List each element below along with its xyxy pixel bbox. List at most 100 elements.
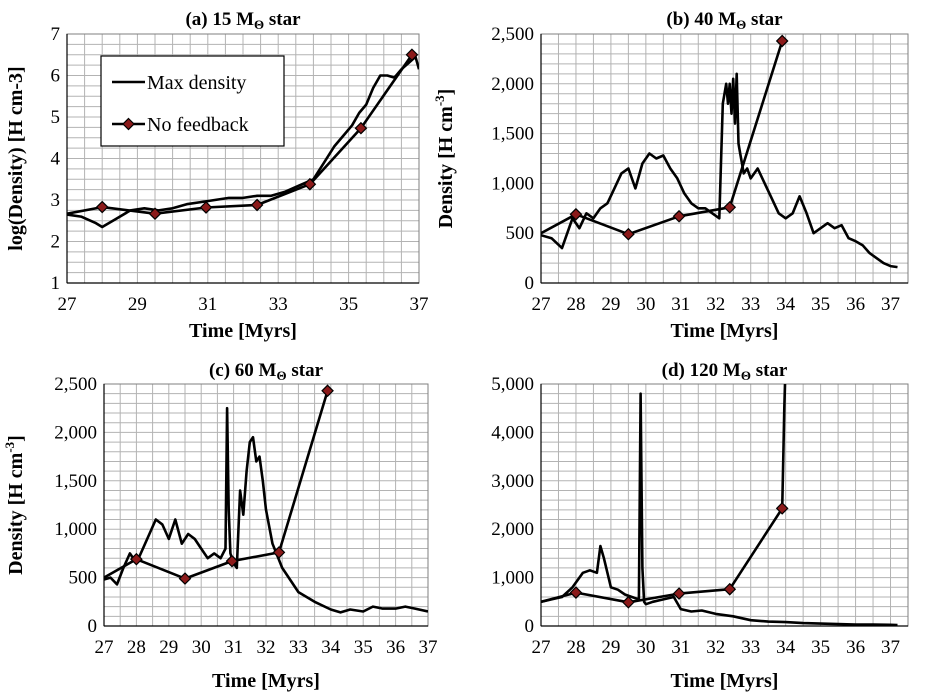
y-tick-label: 7: [51, 24, 61, 45]
y-tick-label: 1,000: [54, 519, 97, 540]
y-tick-label: 1,000: [491, 568, 534, 589]
y-label-text: ]: [5, 435, 27, 442]
legend: Max density No feedback: [100, 55, 285, 147]
chart-title: (a) 15 MΘ star: [185, 9, 301, 32]
x-tick-label: 29: [159, 637, 178, 658]
y-tick-label: 500: [69, 568, 98, 589]
x-axis-label: Time [Myrs]: [671, 670, 779, 692]
no-feedback-marker: [622, 227, 635, 241]
y-tick-label: 0: [88, 616, 98, 637]
x-tick-label: 33: [741, 294, 760, 315]
x-tick-label: 27: [532, 294, 551, 315]
x-tick-label: 30: [636, 294, 655, 315]
legend-label-no-feedback: No feedback: [147, 114, 249, 136]
x-tick-label: 33: [269, 294, 288, 315]
title-text: (d) 120 M: [662, 360, 741, 381]
y-axis-label: Density [H cm-3]: [2, 435, 27, 575]
title-subscript: Θ: [741, 368, 751, 383]
y-tick-label: 0: [525, 616, 535, 637]
x-tick-label: 31: [198, 294, 217, 315]
plot-series: [541, 383, 898, 627]
no-feedback-marker: [95, 200, 109, 214]
gridlines: [540, 33, 909, 284]
y-tick-label: 3,000: [491, 471, 534, 492]
no-feedback-marker: [250, 198, 264, 212]
title-text: star: [746, 9, 783, 30]
y-tick-label: 1,500: [54, 471, 97, 492]
no-feedback-marker: [148, 207, 162, 221]
no-feedback-marker: [569, 207, 583, 221]
title-subscript: Θ: [254, 17, 264, 32]
y-tick-label: 1: [51, 273, 61, 294]
y-tick-label: 0: [525, 273, 535, 294]
no-feedback-marker: [303, 177, 317, 191]
title-text: (c) 60 M: [209, 360, 277, 381]
chart-panel-a: 27 29 31 33 35 37 1 2 3 4 5 6 7 (a) 15 MΘ star Time [M…: [5, 9, 429, 342]
x-tick-label: 34: [321, 637, 341, 658]
no-feedback-marker: [775, 502, 789, 515]
title-subscript: Θ: [277, 368, 287, 383]
x-tick-label: 34: [776, 637, 796, 658]
x-tick-label: 30: [192, 637, 211, 658]
chart-panel-d: 27 28 29 30 31 32 33 34 35 36 37 0 1,000 2,000 3,000 4,…: [491, 360, 909, 692]
series-line-max-density: [541, 392, 898, 627]
no-feedback-marker: [321, 384, 334, 398]
no-feedback-marker: [723, 582, 737, 596]
y-tick-label: 3: [51, 190, 61, 211]
x-tick-label: 29: [601, 637, 620, 658]
y-axis-label: log(Density) [H cm-3]: [5, 66, 27, 250]
no-feedback-marker: [775, 34, 789, 48]
chart-panel-b: 27 28 29 30 31 32 33 34 35 36 37 0 500 1,000 1,500 2,00…: [432, 9, 909, 342]
no-feedback-marker: [199, 201, 213, 214]
chart-title: (b) 40 MΘ star: [666, 9, 783, 32]
x-tick-label: 28: [566, 294, 585, 315]
x-tick-label: 30: [636, 637, 655, 658]
x-tick-label: 35: [354, 637, 373, 658]
y-tick-label: 500: [506, 223, 535, 244]
x-tick-label: 37: [881, 294, 900, 315]
x-axis-label: Time [Myrs]: [212, 670, 320, 692]
x-axis-label: Time [Myrs]: [189, 320, 297, 342]
title-text: (a) 15 M: [185, 9, 254, 30]
y-label-superscript: -3: [432, 95, 447, 106]
series-line-no-feedback: [541, 383, 787, 604]
y-tick-label: 1,500: [491, 124, 534, 145]
y-label-text: ]: [435, 89, 457, 96]
x-tick-label: 31: [671, 294, 690, 315]
y-tick-label: 6: [51, 66, 61, 87]
x-tick-label: 35: [811, 294, 830, 315]
x-tick-label: 35: [339, 294, 358, 315]
x-tick-label: 31: [224, 637, 243, 658]
x-axis-label: Time [Myrs]: [671, 320, 779, 342]
series-line-max-density: [104, 406, 428, 614]
no-feedback-marker: [354, 121, 368, 135]
y-tick-label: 2,500: [54, 374, 97, 395]
no-feedback-marker: [272, 546, 286, 559]
y-axis-label: Density [H cm-3]: [432, 89, 457, 229]
y-tick-label: 2: [51, 232, 61, 253]
x-tick-label: 27: [95, 637, 114, 658]
x-tick-label: 37: [881, 637, 900, 658]
x-tick-label: 37: [419, 637, 438, 658]
x-tick-label: 33: [741, 637, 760, 658]
legend-marker-no-feedback: [122, 117, 135, 131]
series-line-no-feedback: [541, 40, 784, 236]
x-tick-label: 32: [257, 637, 276, 658]
plot-series: [67, 54, 419, 229]
legend-box: [100, 55, 285, 147]
x-tick-label: 27: [532, 637, 551, 658]
no-feedback-marker: [622, 595, 635, 609]
plot-area-border: [540, 33, 909, 284]
y-tick-label: 5: [51, 107, 61, 128]
x-tick-label: 29: [128, 294, 147, 315]
x-tick-label: 36: [386, 637, 405, 658]
no-feedback-marker: [723, 200, 737, 214]
series-line-no-feedback: [67, 54, 414, 215]
no-feedback-marker: [178, 572, 192, 585]
x-tick-label: 36: [846, 637, 865, 658]
y-tick-label: 5,000: [491, 374, 534, 395]
y-label-text: Density [H cm: [435, 106, 457, 229]
no-feedback-marker: [672, 587, 686, 600]
no-feedback-marker: [672, 209, 686, 223]
x-tick-label: 37: [410, 294, 429, 315]
